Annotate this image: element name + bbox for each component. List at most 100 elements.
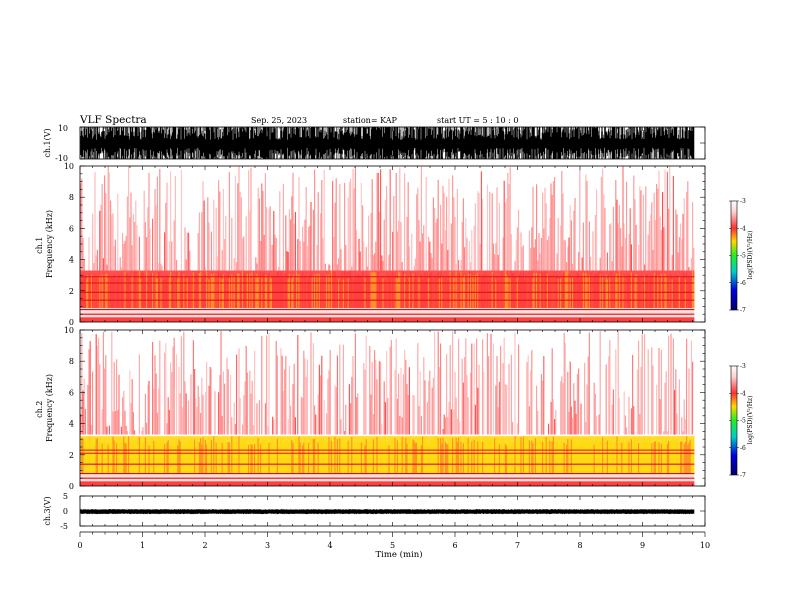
spectrogram-column xyxy=(593,382,595,435)
spectrogram-column xyxy=(182,173,184,271)
spectrogram-column xyxy=(124,240,126,271)
spectrogram-column xyxy=(252,248,254,271)
spectrogram-column xyxy=(95,439,97,474)
spectrogram-column xyxy=(92,213,94,271)
spectrogram-column xyxy=(616,436,618,474)
spectrogram-column xyxy=(114,239,116,271)
spectrogram-column xyxy=(136,354,138,435)
spectrogram-column xyxy=(502,237,504,271)
spectrogram-column xyxy=(462,382,464,435)
spectrogram-column xyxy=(322,238,324,271)
spectrogram-column xyxy=(288,273,290,308)
spectrogram-column xyxy=(168,275,170,308)
spectrogram-column xyxy=(221,250,223,271)
spectrogram-column xyxy=(402,438,404,474)
spectrogram-column xyxy=(638,443,640,474)
spectrogram-column xyxy=(376,436,378,474)
spectrogram-column xyxy=(239,191,241,271)
spectrogram-column xyxy=(676,439,678,474)
spectrogram-column xyxy=(466,237,468,271)
spectrogram-column xyxy=(132,275,134,308)
spectrogram-column xyxy=(317,442,319,474)
spectrogram-column xyxy=(125,274,127,308)
spectrogram-column xyxy=(641,444,643,474)
spectrogram-column xyxy=(117,193,119,271)
spectrogram-column xyxy=(333,270,335,308)
spectrogram-column xyxy=(437,272,439,308)
spectrogram-column xyxy=(544,389,546,435)
spectrogram-column xyxy=(123,390,125,435)
spectrogram-column xyxy=(200,241,202,271)
spectrogram-column xyxy=(378,436,380,474)
spectrogram-column xyxy=(509,441,511,474)
spectrogram-column xyxy=(219,443,221,474)
spectrogram-column xyxy=(92,443,94,474)
spectrogram-column xyxy=(93,274,95,308)
spectrogram-column xyxy=(80,274,82,308)
spectrogram-column xyxy=(189,277,191,308)
spectrogram-column xyxy=(582,411,584,435)
spectrogram-column xyxy=(561,170,563,271)
spectrogram-column xyxy=(270,437,272,474)
spectrogram-column xyxy=(410,436,412,474)
spectrogram-column xyxy=(143,339,145,435)
spectrogram-column xyxy=(125,425,127,435)
spectrogram-column xyxy=(129,217,131,271)
spectrogram-column xyxy=(216,270,218,308)
spectrogram-column xyxy=(686,436,688,474)
spectrogram-column xyxy=(489,439,491,474)
spectrogram-column xyxy=(284,278,286,308)
spectrogram-column xyxy=(388,445,390,474)
spectrogram-column xyxy=(204,439,206,474)
spectrogram-column xyxy=(156,440,158,474)
spectrogram-column xyxy=(382,278,384,308)
spectrogram-column xyxy=(552,399,554,435)
spectrogram-column xyxy=(660,274,662,308)
spectrogram-column xyxy=(312,438,314,474)
spectrogram-column xyxy=(562,274,564,308)
spectrogram-column xyxy=(104,438,106,474)
spectrogram-column xyxy=(621,246,623,271)
spectrogram-column xyxy=(188,439,190,474)
spectrogram-column xyxy=(447,279,449,308)
spectrogram-column xyxy=(287,279,289,308)
spectrogram-column xyxy=(360,410,362,435)
spectrogram-column xyxy=(477,387,479,435)
spectrogram-column xyxy=(240,197,242,271)
spectrogram-column xyxy=(536,385,538,435)
spectrogram-column xyxy=(556,253,558,271)
spectrogram-column xyxy=(396,440,398,474)
spectrogram-column xyxy=(587,441,589,474)
spectrogram-column xyxy=(513,273,515,308)
spectrogram-column xyxy=(460,441,462,474)
spectrogram-column xyxy=(618,442,620,474)
colorbar-tick-label: -5 xyxy=(740,418,746,425)
spectrogram-column xyxy=(328,437,330,474)
spectrogram-column xyxy=(591,271,593,308)
spectrogram-column xyxy=(154,355,156,435)
spectrogram-column xyxy=(401,437,403,474)
spectrogram-column xyxy=(404,273,406,308)
spectrogram-column xyxy=(570,406,572,435)
spectrogram-column xyxy=(214,172,216,271)
spectrogram-column xyxy=(249,370,251,435)
time-tick-label: 1 xyxy=(140,541,145,550)
frequency-tick-label: 2 xyxy=(69,287,74,296)
colorbar-tick-label: -3 xyxy=(740,198,746,205)
spectrogram-column xyxy=(628,442,630,474)
spectrogram-column xyxy=(467,273,469,308)
spectrogram-column xyxy=(582,437,584,474)
spectrogram-column xyxy=(608,440,610,474)
spectrogram-column xyxy=(122,233,124,271)
spectrogram-column xyxy=(604,381,606,435)
spectrogram-column xyxy=(206,262,208,271)
spectrogram-column xyxy=(665,192,667,271)
spectrogram-column xyxy=(599,439,601,474)
spectrogram-column xyxy=(165,443,167,474)
spectrogram-column xyxy=(186,440,188,474)
spectrogram-column xyxy=(678,445,680,474)
spectrogram-column xyxy=(498,274,500,308)
spectrogram-column xyxy=(394,273,396,308)
spectrogram-column xyxy=(483,203,485,271)
spectrogram-column xyxy=(449,440,451,474)
